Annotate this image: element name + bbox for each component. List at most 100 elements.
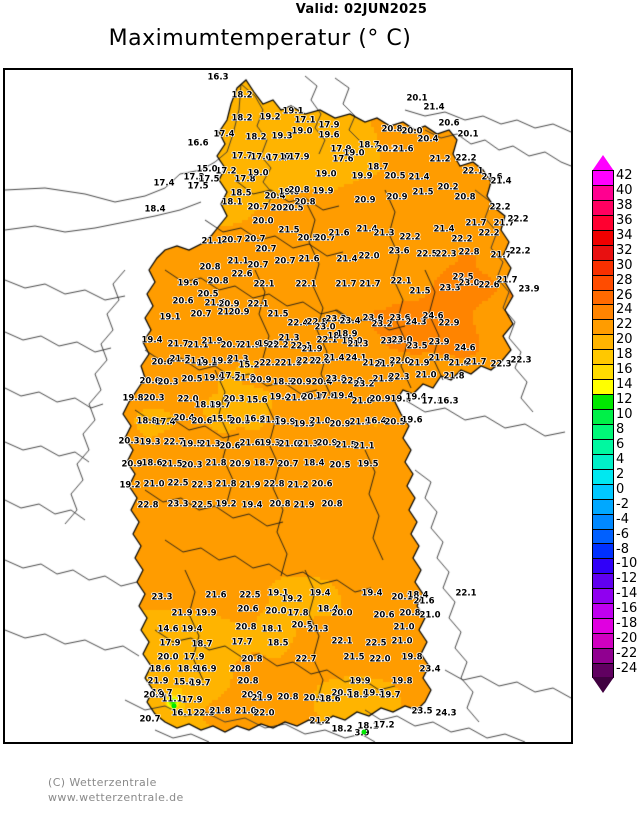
station-temperature-label: 22.0 <box>358 251 380 262</box>
station-temperature-label: 20.3 <box>157 377 179 388</box>
station-temperature-label: 19.4 <box>405 392 427 403</box>
colorbar-tick-label: -16 <box>616 601 638 617</box>
station-temperature-label: 20.0 <box>265 606 287 617</box>
station-temperature-label: 20.5 <box>229 416 251 427</box>
station-temperature-label: 20.0 <box>252 216 274 227</box>
station-temperature-label: 21.8 <box>215 479 237 490</box>
station-temperature-label: 21.9 <box>239 340 261 351</box>
colorbar-tick-label: 26 <box>616 287 633 303</box>
colorbar-band <box>593 574 613 590</box>
colorbar-band <box>593 604 613 620</box>
colorbar-tick-label: 34 <box>616 227 633 243</box>
station-temperature-label: 19.4 <box>390 394 412 405</box>
station-temperature-label: 22.0 <box>369 654 391 665</box>
station-temperature-label: 20.4 <box>417 134 439 145</box>
station-temperature-label: 19.9 <box>257 339 279 350</box>
station-temperature-label: 21.0 <box>391 636 413 647</box>
station-temperature-label: 21.4 <box>217 307 239 318</box>
station-temperature-label: 20.6 <box>219 441 241 452</box>
temperature-map-frame[interactable]: 16.3 18.2 19.1 18.2 19.2 17.1 17.9 20.1 21.4 20.6… <box>3 68 573 744</box>
station-temperature-label: 22.1 <box>253 279 275 290</box>
station-temperature-label: 18.8 <box>327 331 349 342</box>
station-temperature-label: 15.8 <box>173 677 195 688</box>
station-temperature-label: 22.5 <box>167 478 189 489</box>
station-temperature-label: 20.6 <box>172 296 194 307</box>
station-temperature-label: 21.4 <box>433 224 455 235</box>
station-temperature-label: 21.6 <box>328 228 350 239</box>
temperature-map-canvas[interactable] <box>5 70 571 742</box>
station-temperature-label: 17.2 <box>215 166 237 177</box>
station-temperature-label: 17.7 <box>279 152 301 163</box>
station-temperature-label: 22.6 <box>478 280 500 291</box>
station-temperature-label: 22.2 <box>478 228 500 239</box>
station-temperature-label: 20.4 <box>173 413 195 424</box>
colorbar-tick-label: 42 <box>616 168 633 183</box>
station-temperature-label: 22.0 <box>177 394 199 405</box>
cold-station-marker <box>361 729 367 735</box>
station-temperature-label: 21.7 <box>374 359 396 370</box>
colorbar-band <box>593 410 613 425</box>
station-temperature-label: 21.6 <box>448 358 470 369</box>
station-temperature-label: 23.9 <box>518 284 540 295</box>
colorbar-band <box>593 320 613 336</box>
station-temperature-label: 22.3 <box>191 480 213 491</box>
station-temperature-label: 20.9 <box>241 690 263 701</box>
station-temperature-label: 19.4 <box>332 391 354 402</box>
station-temperature-label: 21.7 <box>465 357 487 368</box>
colorbar-tick-label: 16 <box>616 362 633 378</box>
station-temperature-label: 22.7 <box>295 654 317 665</box>
station-temperature-label: 21.6 <box>481 172 503 183</box>
station-temperature-label: 20.6 <box>373 610 395 621</box>
station-temperature-label: 17.9 <box>183 652 205 663</box>
station-temperature-label: 20.8 <box>277 692 299 703</box>
station-temperature-label: 21.7 <box>362 358 384 369</box>
station-temperature-label: 23.0 <box>325 374 347 385</box>
station-temperature-label: 22.5 <box>365 638 387 649</box>
station-temperature-label: 21.4 <box>423 102 445 113</box>
station-temperature-label: 21.2 <box>429 154 451 165</box>
colorbar-tick-label: -8 <box>616 541 629 557</box>
station-temperature-label: 24.1 <box>345 353 367 364</box>
colorbar-band <box>593 589 613 605</box>
station-temperature-label: 21.6 <box>392 144 414 155</box>
station-temperature-label: 24.6 <box>454 343 476 354</box>
colorbar-band <box>593 275 613 291</box>
station-temperature-label: 22.3 <box>388 372 410 383</box>
colorbar-tick-label: 4 <box>616 451 625 467</box>
station-temperature-label: 21.5 <box>343 652 365 663</box>
colorbar-band <box>593 619 613 635</box>
station-temperature-label: 21.3 <box>307 624 329 635</box>
station-temperature-label: 20.8 <box>381 124 403 135</box>
station-temperature-label: 17.9 <box>159 638 181 649</box>
station-temperature-label: 20.8 <box>294 197 316 208</box>
station-temperature-label: 21.7 <box>493 218 515 229</box>
station-temperature-label: 20.3 <box>118 436 140 447</box>
station-temperature-label: 23.6 <box>388 246 410 257</box>
station-temperature-label: 18.4 <box>144 204 166 215</box>
station-temperature-label: 20.6 <box>191 416 213 427</box>
colorbar-tick-label: 20 <box>616 332 633 348</box>
colorbar-band <box>593 200 613 216</box>
station-temperature-label: 11.1 <box>161 694 183 705</box>
station-temperature-label: 21.5 <box>349 417 371 428</box>
station-temperature-label: 22.1 <box>247 299 269 310</box>
station-temperature-label: 22.1 <box>462 166 484 177</box>
station-temperature-label: 21.9 <box>201 336 223 347</box>
colorbar-tick-label: 40 <box>616 182 633 198</box>
colorbar-tick-label: 24 <box>616 302 633 318</box>
station-temperature-label: 21.8 <box>443 371 465 382</box>
station-temperature-label: 21.0 <box>419 610 441 621</box>
station-temperature-label: 22.4 <box>287 318 309 329</box>
station-temperature-label: 17.7 <box>219 371 241 382</box>
station-temperature-label: 21.6 <box>239 438 261 449</box>
station-temperature-label: 18.6 <box>141 458 163 469</box>
station-temperature-label: 19.9 <box>312 186 334 197</box>
colorbar-band <box>593 395 613 410</box>
station-temperature-label: 21.6 <box>413 596 435 607</box>
station-temperature-label: 21.1 <box>201 236 223 247</box>
station-temperature-label: 20.8 <box>235 622 257 633</box>
station-temperature-label: 16.4 <box>365 416 387 427</box>
colorbar-tick-label: 14 <box>616 377 633 393</box>
station-temperature-label: 24.6 <box>422 311 444 322</box>
colorbar-band <box>593 380 613 396</box>
